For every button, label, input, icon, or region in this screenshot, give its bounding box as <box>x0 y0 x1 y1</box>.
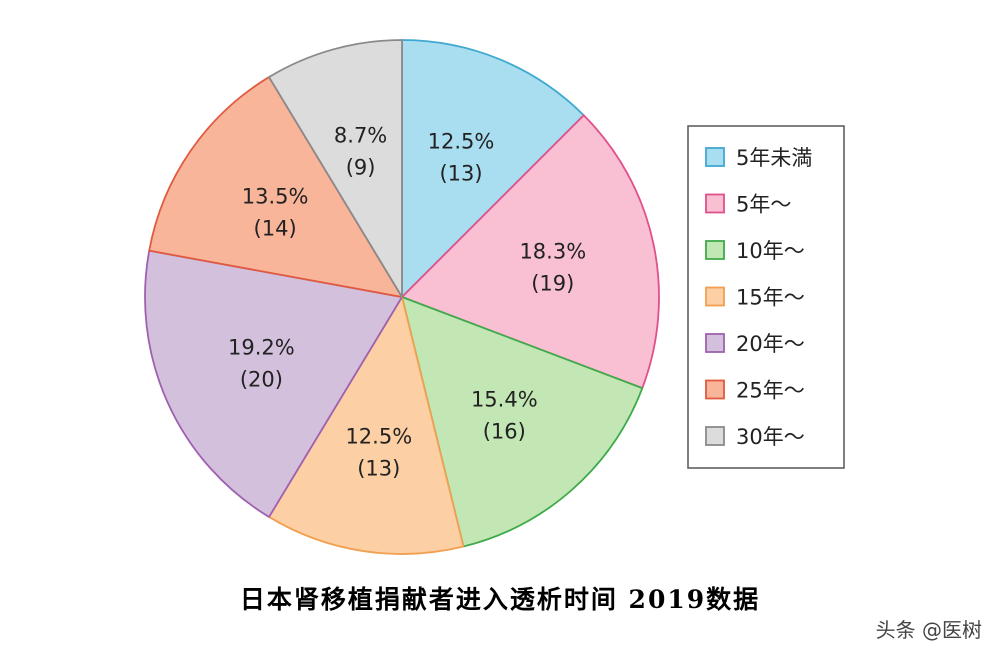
slice-percent-label-6: 8.7% <box>334 124 387 148</box>
slice-percent-label-3: 12.5% <box>345 424 412 448</box>
watermark: 头条 @医树 <box>875 618 982 642</box>
slice-count-label-1: (19) <box>531 272 574 296</box>
slice-percent-label-0: 12.5% <box>428 130 495 154</box>
legend-label-6: 30年～ <box>736 425 805 449</box>
pie-slice-3 <box>268 296 465 555</box>
slice-percent-label-1: 18.3% <box>519 240 586 264</box>
pie-slices <box>144 39 660 555</box>
legend-label-4: 20年～ <box>736 332 805 356</box>
slice-count-label-0: (13) <box>439 162 482 186</box>
slice-count-label-2: (16) <box>483 419 526 443</box>
slice-count-label-4: (20) <box>240 367 283 391</box>
legend-label-3: 15年～ <box>736 286 805 310</box>
legend: 5年未満 5年～ 10年～ 15年～ 20年～ 25年～ 30年～ <box>687 125 845 469</box>
slice-count-label-3: (13) <box>357 456 400 480</box>
slice-percent-label-5: 13.5% <box>242 184 309 208</box>
legend-swatch-4 <box>705 333 725 353</box>
legend-label-1: 5年～ <box>736 193 791 217</box>
legend-label-5: 25年～ <box>736 379 805 403</box>
legend-swatch-1 <box>705 193 725 214</box>
legend-swatch-5 <box>705 379 725 400</box>
pie-slice-1 <box>401 114 660 390</box>
pie-slice-2 <box>401 296 644 548</box>
legend-swatch-2 <box>705 240 725 260</box>
legend-label-2: 10年～ <box>736 239 805 263</box>
slice-count-label-5: (14) <box>254 216 297 240</box>
pie-slice-5 <box>148 76 403 298</box>
legend-swatch-6 <box>705 426 725 446</box>
legend-swatch-3 <box>705 286 725 307</box>
pie-slice-0 <box>401 39 585 298</box>
slice-count-label-6: (9) <box>346 156 376 180</box>
slice-percent-label-4: 19.2% <box>228 335 295 359</box>
pie-slice-4 <box>144 249 403 518</box>
slice-percent-label-2: 15.4% <box>471 387 538 411</box>
legend-swatch-0 <box>705 147 725 167</box>
pie-slice-labels: 12.5% (13) 18.3% (19) 15.4% (16) 12.5% (13) 19.2… <box>228 124 586 481</box>
legend-label-0: 5年未満 <box>736 146 812 170</box>
chart-caption: 日本肾移植捐献者进入透析时间 2019数据 <box>239 585 761 614</box>
pie-slice-6 <box>268 39 403 298</box>
